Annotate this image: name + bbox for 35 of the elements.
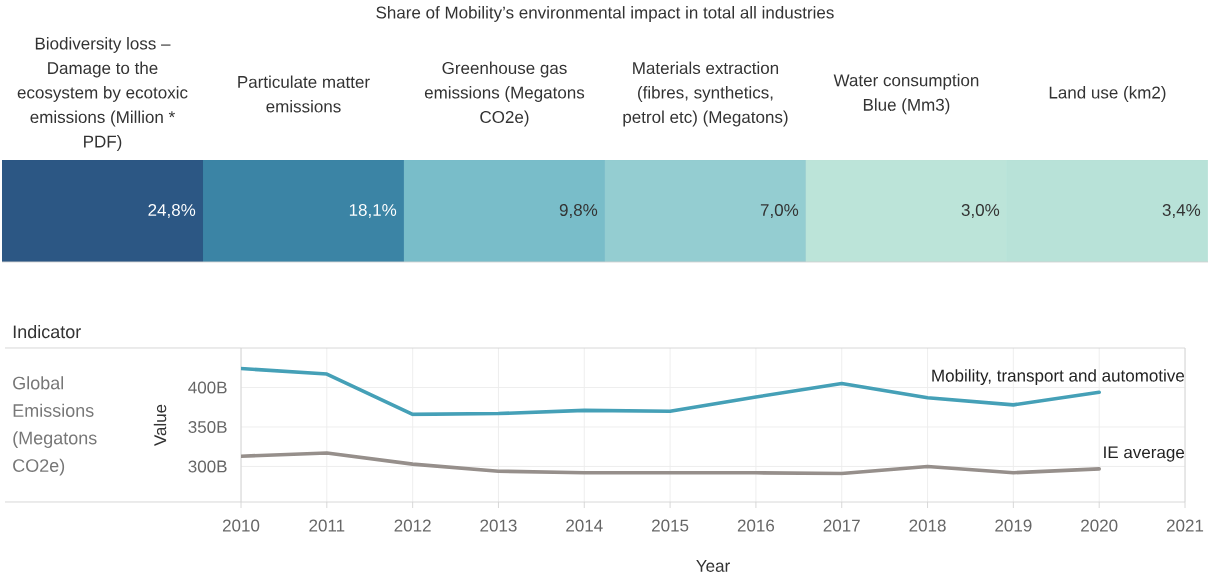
series-label: Mobility, transport and automotive — [932, 369, 1185, 386]
x-tick-label: 2015 — [652, 519, 689, 532]
x-tick-label: 2011 — [309, 519, 345, 532]
x-tick-label: Materials extraction (fibres, synthetics, petrol etc) (Megatons) — [623, 61, 788, 127]
y-tick-label: 300B — [188, 460, 227, 473]
x-tick-label: 2014 — [566, 519, 603, 532]
data-label: 3,0% — [961, 203, 1000, 219]
data-label: 3,4% — [1162, 203, 1201, 219]
x-tick-label: 2021 — [1166, 519, 1204, 532]
data-label: 9,8% — [559, 203, 598, 219]
x-tick-label: Particulate matter emissions — [238, 75, 370, 113]
chart-title: Share of Mobility’s environmental impact in total all industries — [376, 6, 834, 22]
x-tick-label: 2017 — [823, 519, 860, 532]
y-axis-title: Value — [153, 404, 167, 447]
x-tick-label: Water consumption Blue (Mm3) — [833, 73, 979, 115]
y-tick-label: 350B — [188, 420, 227, 433]
y-tick-label: 400B — [188, 381, 227, 394]
x-tick-label: Greenhouse gas emissions (Megatons CO2e) — [424, 61, 585, 127]
line-series — [241, 366, 1101, 417]
data-label: 18,1% — [349, 203, 397, 219]
x-axis-title: Year — [696, 560, 730, 572]
x-tick-label: 2018 — [909, 519, 946, 532]
data-label: 7,0% — [760, 203, 799, 219]
text: Indicator — [13, 324, 81, 339]
x-tick-label: 2010 — [222, 519, 260, 532]
series-label: IE average — [1104, 446, 1185, 462]
text: Global Emissions (Megatons CO2e) — [13, 376, 97, 476]
x-tick-label: 2013 — [480, 519, 517, 532]
x-tick-label: 2019 — [995, 519, 1032, 532]
x-tick-label: 2012 — [394, 519, 431, 532]
x-tick-label: 2016 — [737, 519, 775, 532]
x-tick-label: Biodiversity loss – Damage to the ecosystem by ecotoxic emissions (Million * PDF) — [17, 37, 188, 151]
x-tick-label: 2020 — [1081, 519, 1118, 532]
data-label: 24,8% — [148, 203, 196, 219]
x-tick-label: Land use (km2) — [1049, 86, 1166, 102]
